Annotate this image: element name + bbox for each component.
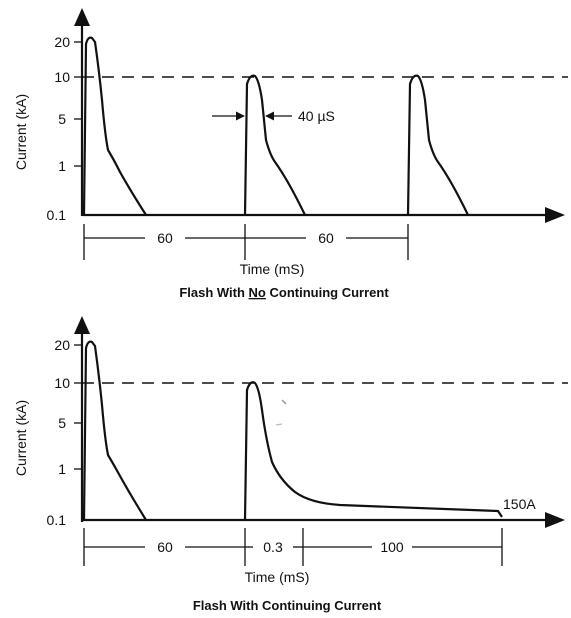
bottom-y-tick-20: 20 (54, 337, 70, 353)
top-caption-underlined: No (249, 285, 266, 300)
top-interval-1: 60 (157, 230, 173, 246)
top-x-axis-label: Time (mS) (240, 261, 305, 277)
bottom-x-axis-label: Time (mS) (245, 569, 310, 585)
bottom-y-axis-label: Current (kA) (13, 400, 29, 476)
top-y-axis-label: Current (kA) (13, 94, 29, 170)
top-interval-2: 60 (318, 230, 334, 246)
bottom-x-axis-arrow (545, 512, 565, 528)
top-x-axis-arrow (545, 207, 565, 223)
bottom-pulse-2-continuing (243, 381, 503, 521)
bottom-interval-1: 60 (157, 539, 173, 555)
top-pulse-width-label: 40 µS (298, 108, 335, 124)
top-pulse-2 (243, 74, 306, 216)
top-pulse-1 (82, 36, 147, 216)
bottom-pulse-1 (82, 340, 147, 521)
top-y-axis-arrow (74, 8, 90, 26)
top-panel: 20 10 5 1 0.1 Current (kA) 40 µS 60 60 T… (13, 8, 568, 300)
top-y-tick-10: 10 (54, 69, 70, 85)
top-y-tick-5: 5 (58, 111, 66, 127)
bottom-y-axis-arrow (74, 316, 90, 334)
top-caption: Flash With No Continuing Current (179, 285, 389, 300)
top-y-tick-0.1: 0.1 (47, 207, 67, 223)
bottom-interval-3: 100 (380, 539, 404, 555)
bottom-y-tick-5: 5 (58, 415, 66, 431)
bottom-y-tick-10: 10 (54, 375, 70, 391)
bottom-y-tick-1: 1 (58, 461, 66, 477)
bottom-continuing-current-label: 150A (503, 496, 536, 512)
bottom-y-tick-0.1: 0.1 (47, 512, 67, 528)
bottom-panel: 20 10 5 1 0.1 Current (kA) 150A 60 0.3 1… (13, 316, 568, 613)
bottom-interval-2: 0.3 (263, 539, 283, 555)
bottom-caption: Flash With Continuing Current (193, 598, 382, 613)
top-pulse-3 (406, 74, 469, 216)
top-y-tick-20: 20 (54, 34, 70, 50)
top-y-tick-1: 1 (58, 158, 66, 174)
